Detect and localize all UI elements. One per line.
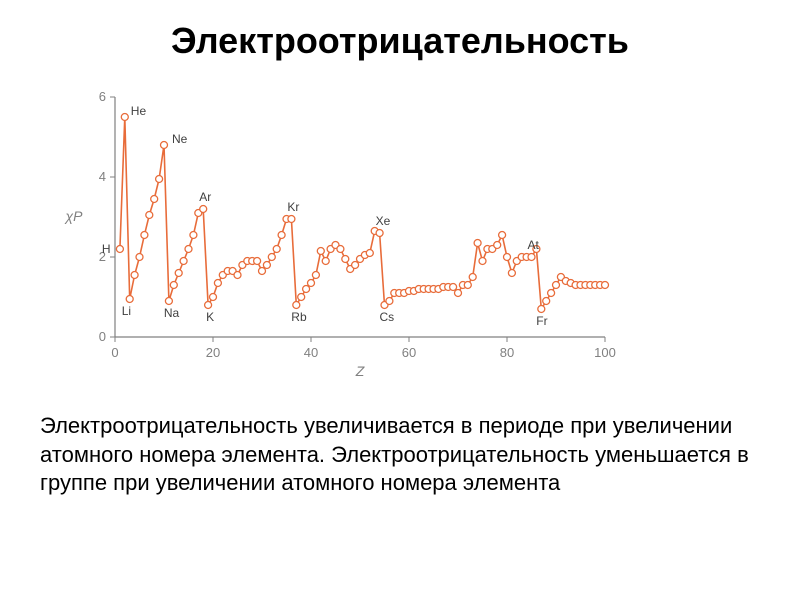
svg-text:He: He xyxy=(131,104,147,118)
svg-text:Ar: Ar xyxy=(199,190,211,204)
svg-text:100: 100 xyxy=(594,345,616,360)
svg-text:40: 40 xyxy=(304,345,318,360)
svg-text:Na: Na xyxy=(164,306,180,320)
electronegativity-chart: 0246020406080100ZχPHHeLiNeNaArKKrRbXeCsA… xyxy=(60,82,620,382)
chart-container: 0246020406080100ZχPHHeLiNeNaArKKrRbXeCsA… xyxy=(40,82,760,382)
svg-text:χP: χP xyxy=(64,208,84,224)
svg-text:0: 0 xyxy=(111,345,118,360)
svg-text:4: 4 xyxy=(99,169,106,184)
svg-text:Rb: Rb xyxy=(291,310,307,324)
svg-text:0: 0 xyxy=(99,329,106,344)
svg-text:6: 6 xyxy=(99,89,106,104)
page-title: Электроотрицательность xyxy=(40,20,760,62)
svg-text:Cs: Cs xyxy=(380,310,395,324)
svg-text:K: K xyxy=(206,310,214,324)
svg-text:80: 80 xyxy=(500,345,514,360)
svg-text:At: At xyxy=(528,238,540,252)
svg-text:Fr: Fr xyxy=(536,314,547,328)
svg-text:60: 60 xyxy=(402,345,416,360)
svg-text:Xe: Xe xyxy=(376,214,391,228)
svg-text:Li: Li xyxy=(122,304,131,318)
caption-text: Электроотрицательность увеличивается в п… xyxy=(40,412,760,498)
svg-text:Ne: Ne xyxy=(172,132,188,146)
svg-text:H: H xyxy=(102,242,111,256)
svg-text:Z: Z xyxy=(355,363,365,379)
svg-text:20: 20 xyxy=(206,345,220,360)
svg-text:Kr: Kr xyxy=(287,200,299,214)
